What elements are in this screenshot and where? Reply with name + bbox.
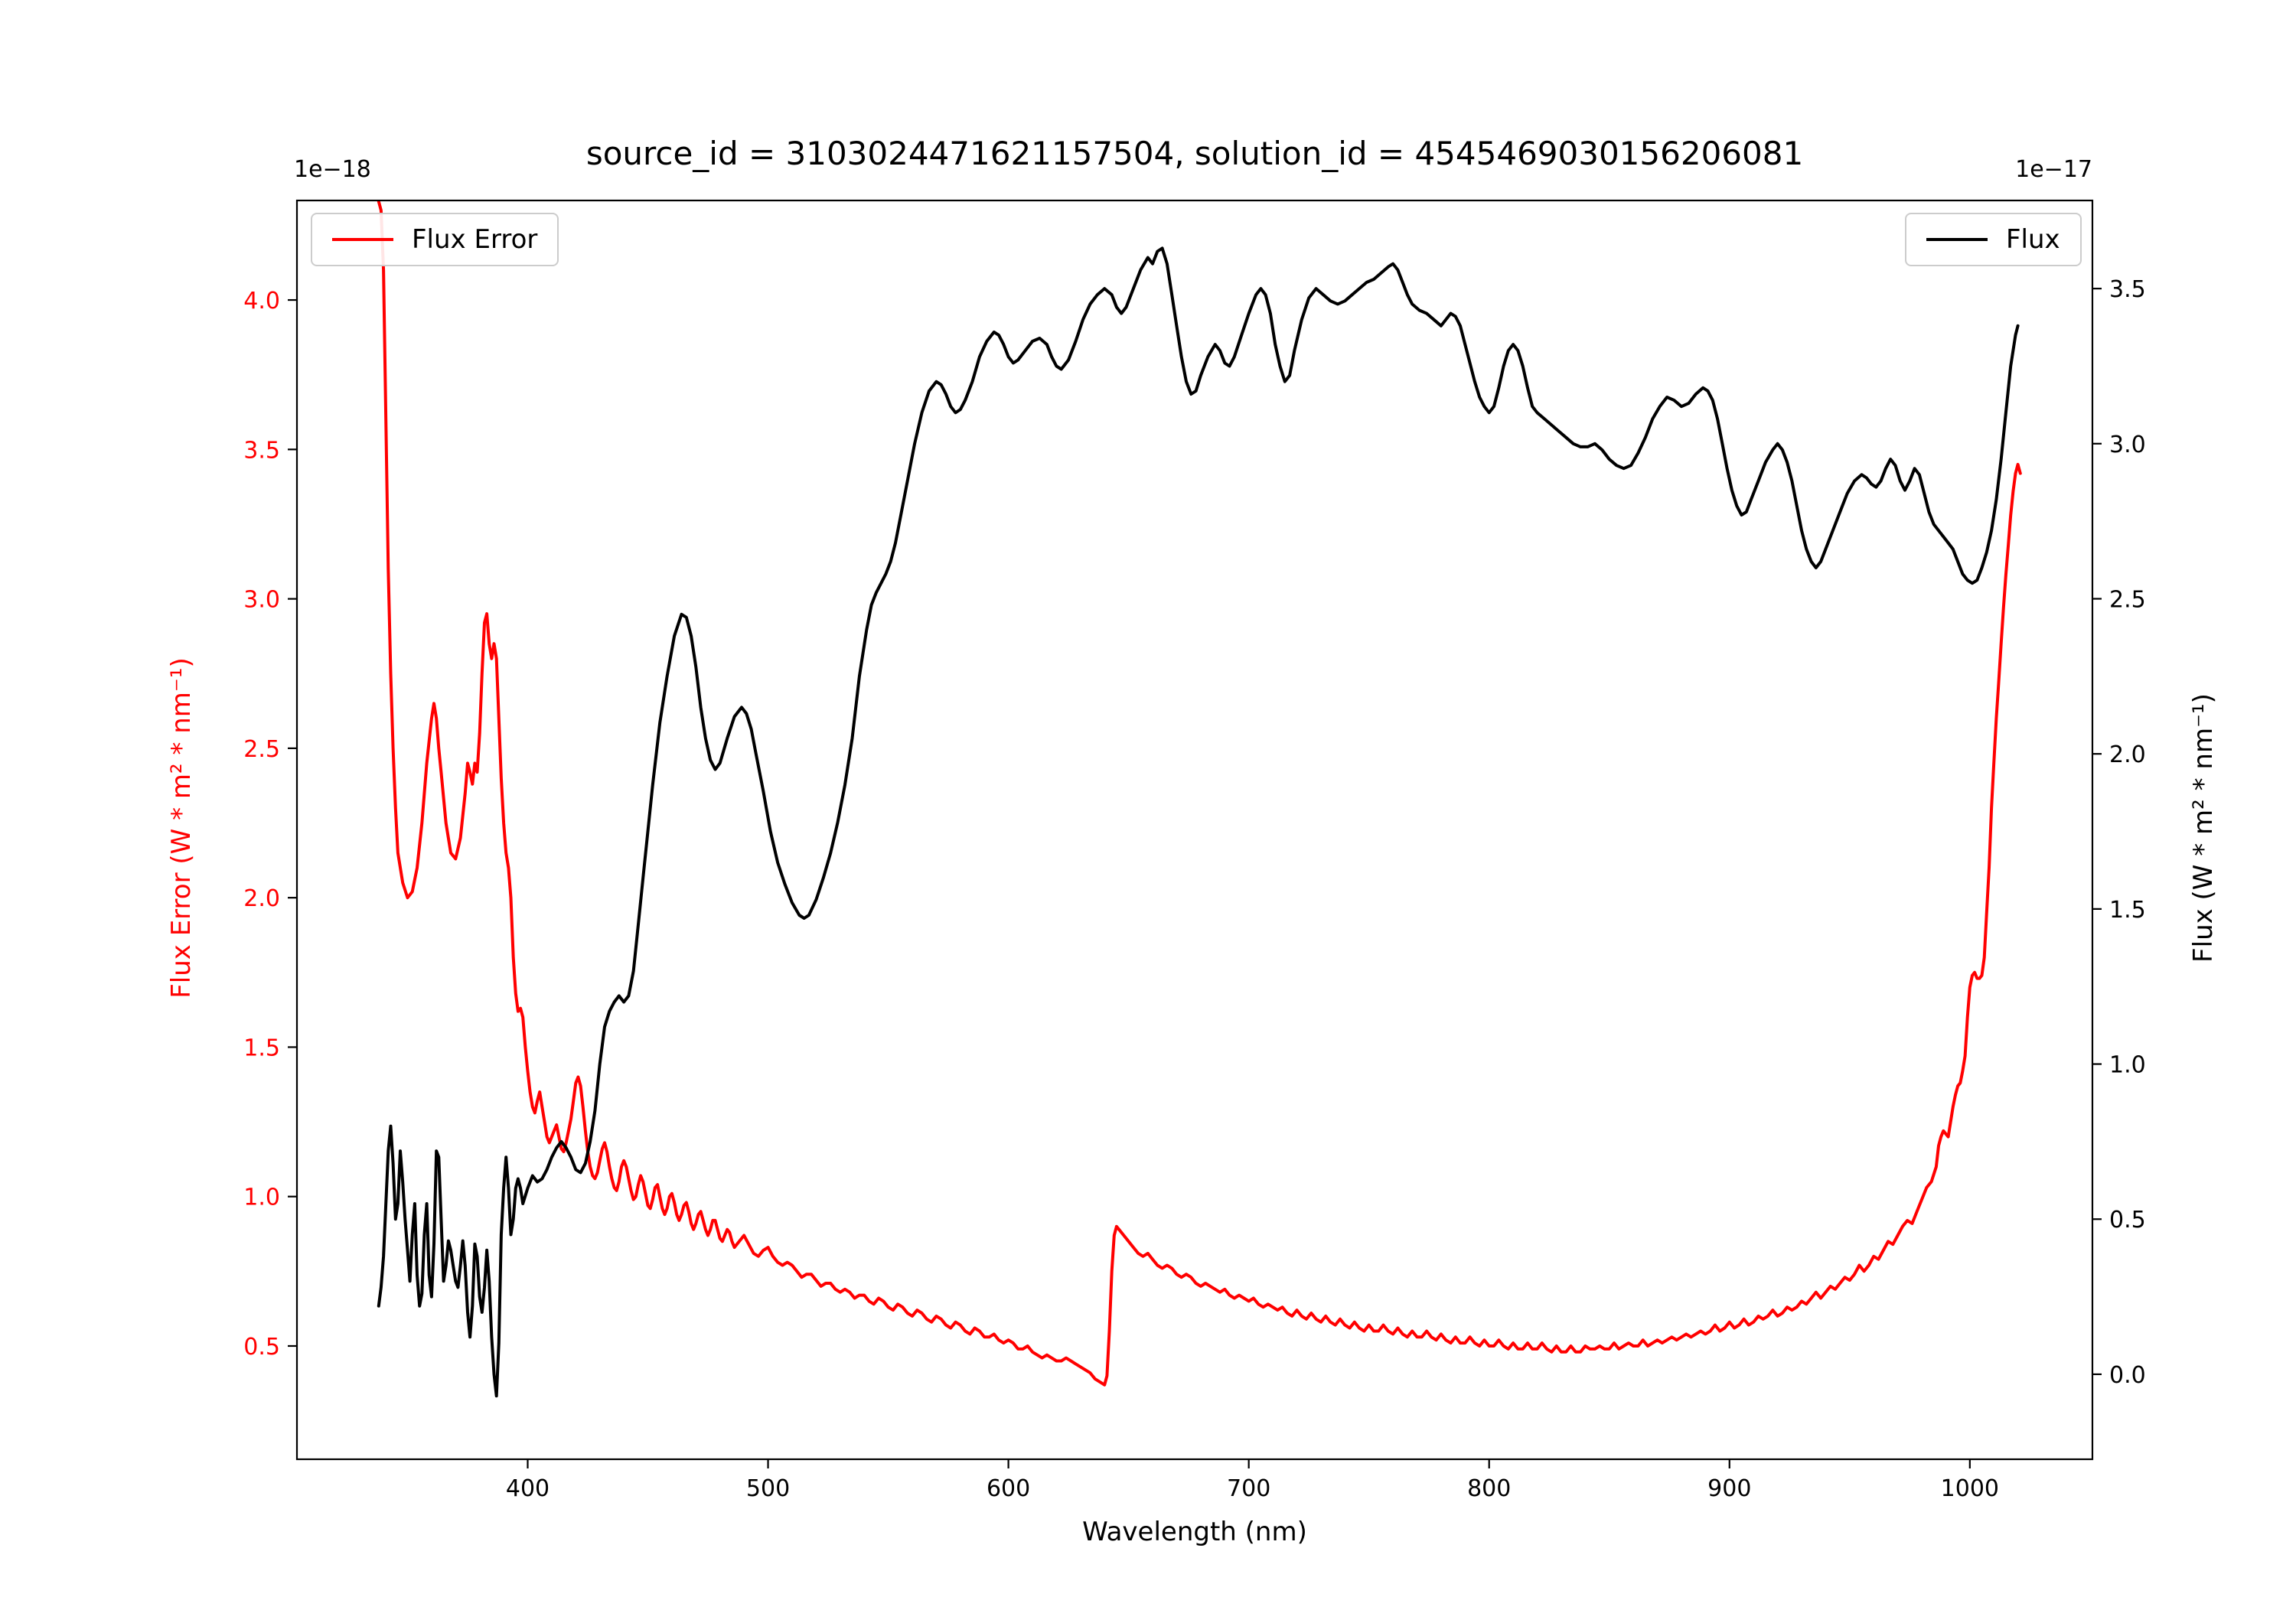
left-y-tick-label: 2.5 [243, 736, 280, 763]
left-axis-offset-text: 1e−18 [294, 156, 371, 183]
flux-line [377, 246, 2020, 1398]
left-y-tick-label: 3.5 [243, 437, 280, 464]
x-tick-label: 900 [1707, 1475, 1751, 1502]
right-axis-offset-text: 1e−17 [2015, 156, 2092, 183]
right-y-tick-label: 0.5 [2109, 1207, 2146, 1234]
legend-flux-error: Flux Error [311, 213, 559, 266]
left-y-tick-label: 4.0 [243, 288, 280, 315]
flux-error-line [377, 200, 2022, 1387]
right-y-tick-label: 3.5 [2109, 276, 2146, 303]
right-y-tick-label: 1.0 [2109, 1052, 2146, 1079]
left-y-tick-label: 3.0 [243, 587, 280, 614]
legend-flux-label: Flux [2006, 224, 2060, 255]
x-axis-label: Wavelength (nm) [1082, 1517, 1307, 1547]
left-y-tick-label: 0.5 [243, 1334, 280, 1361]
left-y-tick-label: 1.5 [243, 1035, 280, 1061]
left-y-tick-label: 2.0 [243, 885, 280, 912]
x-tick-label: 500 [746, 1475, 790, 1502]
left-y-axis-label: Flux Error (W * m² * nm⁻¹) [166, 657, 197, 999]
x-tick-label: 600 [987, 1475, 1030, 1502]
right-y-tick-label: 3.0 [2109, 432, 2146, 458]
right-y-tick-label: 2.0 [2109, 741, 2146, 768]
x-tick-label: 1000 [1941, 1475, 1999, 1502]
flux-line-sample [1926, 238, 1988, 241]
flux-error-line-sample [332, 238, 393, 241]
x-tick-label: 800 [1467, 1475, 1511, 1502]
axes-border [295, 199, 2094, 1461]
right-y-tick-label: 0.0 [2109, 1362, 2146, 1389]
left-y-tick-label: 1.0 [243, 1185, 280, 1211]
legend-flux-error-label: Flux Error [412, 224, 538, 255]
legend-flux: Flux [1905, 213, 2082, 266]
right-y-tick-label: 1.5 [2109, 897, 2146, 924]
right-y-tick-label: 2.5 [2109, 586, 2146, 613]
chart-title: source_id = 3103024471621157504, solutio… [585, 135, 1804, 172]
right-y-axis-label: Flux (W * m² * nm⁻¹) [2188, 693, 2219, 963]
x-tick-label: 700 [1227, 1475, 1270, 1502]
x-tick-label: 400 [506, 1475, 550, 1502]
axis-ticks: 400 500 600 700 800 900 1000 0.5 1.0 1.5 2.0 2.5 3.0… [243, 276, 2145, 1502]
